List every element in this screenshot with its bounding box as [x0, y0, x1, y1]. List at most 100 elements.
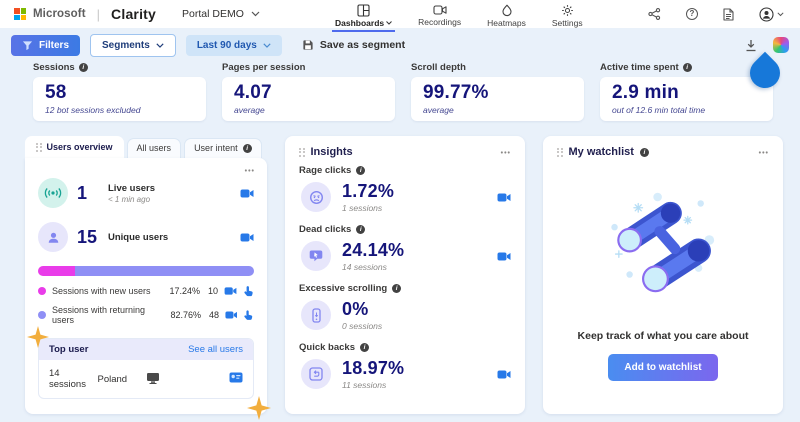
- excessive-scrolling-sub: 0 sessions: [342, 321, 383, 331]
- info-icon[interactable]: [356, 225, 366, 234]
- metrics-row: Sessions 58 12 bot sessions excluded Pag…: [33, 62, 773, 121]
- nav-dashboards[interactable]: Dashboards: [332, 1, 396, 32]
- heatmaps-flame-icon: [501, 4, 512, 17]
- account-menu[interactable]: [759, 6, 784, 22]
- view-recordings-icon[interactable]: [497, 192, 511, 203]
- brand-divider: |: [96, 6, 101, 22]
- dead-clicks-sub: 14 sessions: [342, 262, 387, 272]
- users-overview-card: 1 Live users < 1 min ago 15 Uniq: [25, 158, 271, 420]
- copilot-icon[interactable]: [773, 37, 789, 53]
- users-overview-section: Users overview All users User intent 1: [25, 136, 271, 420]
- card-menu-button[interactable]: [501, 148, 511, 157]
- info-icon[interactable]: [639, 147, 649, 157]
- binoculars-illustration: [557, 162, 769, 330]
- brand: Microsoft | Clarity: [14, 6, 156, 22]
- dead-clicks-label-row: Dead clicks: [299, 224, 511, 235]
- share-graph-icon[interactable]: [648, 8, 661, 20]
- quick-backs-label-row: Quick backs: [299, 342, 511, 353]
- dead-clicks-value: 24.14%: [342, 240, 405, 260]
- live-users-label: Live users: [108, 182, 155, 194]
- scroll-depth-card[interactable]: 99.77% average: [411, 77, 584, 121]
- excessive-scrolling-value: 0%: [342, 299, 369, 319]
- live-users-value: 1: [77, 182, 88, 203]
- view-recordings-icon[interactable]: [240, 188, 254, 199]
- project-selector[interactable]: Portal DEMO: [182, 8, 260, 20]
- drag-grip-icon[interactable]: [299, 147, 305, 157]
- insights-card: Insights Rage clicks 1.72% 1 sessions: [285, 136, 525, 414]
- info-icon[interactable]: [359, 343, 369, 352]
- top-user-row[interactable]: 14 sessions Poland: [39, 360, 253, 398]
- top-user-header: Top user See all users: [39, 339, 253, 360]
- quick-backs-icon: [301, 359, 331, 389]
- new-users-pct: 17.24%: [169, 286, 200, 296]
- new-users-label: Sessions with new users: [52, 286, 151, 296]
- dead-clicks-row: 24.14% 14 sessions: [299, 240, 511, 272]
- watchlist-header: My watchlist: [557, 146, 769, 158]
- download-icon[interactable]: [745, 39, 757, 52]
- filters-button[interactable]: Filters: [11, 34, 81, 56]
- nav-settings[interactable]: Settings: [549, 1, 586, 32]
- nav-heatmaps[interactable]: Heatmaps: [484, 1, 529, 32]
- drag-grip-icon[interactable]: [557, 147, 563, 157]
- sparkle-icon: [27, 326, 49, 348]
- info-icon[interactable]: [356, 166, 366, 175]
- pages-per-session-value: 4.07: [234, 82, 272, 103]
- save-as-segment-button[interactable]: Save as segment: [302, 39, 405, 51]
- drag-grip-icon: [36, 142, 42, 152]
- tab-users-overview-label: Users overview: [46, 142, 113, 152]
- rage-clicks-icon: [301, 182, 331, 212]
- info-icon[interactable]: [682, 63, 692, 72]
- quick-backs-label: Quick backs: [299, 342, 355, 353]
- card-menu-button[interactable]: [245, 166, 255, 175]
- metric-scroll-depth: Scroll depth 99.77% average: [411, 62, 584, 121]
- info-icon[interactable]: [78, 63, 88, 72]
- chevron-down-icon: [156, 42, 164, 48]
- sessions-card[interactable]: 58 12 bot sessions excluded: [33, 77, 206, 121]
- rage-clicks-value: 1.72%: [342, 181, 395, 201]
- metric-active-time: Active time spent 2.9 min out of 12.6 mi…: [600, 62, 773, 121]
- pages-per-session-card[interactable]: 4.07 average: [222, 77, 395, 121]
- date-range-dropdown[interactable]: Last 90 days: [185, 34, 282, 56]
- view-recordings-icon[interactable]: [225, 310, 238, 320]
- recordings-icon: [433, 5, 447, 15]
- chevron-down-icon: [777, 11, 784, 16]
- live-users-sub: < 1 min ago: [108, 194, 151, 204]
- date-range-label: Last 90 days: [196, 39, 257, 51]
- segments-dropdown[interactable]: Segments: [90, 33, 176, 57]
- see-all-users-link[interactable]: See all users: [188, 344, 243, 355]
- help-icon[interactable]: [686, 8, 698, 20]
- info-icon[interactable]: [242, 143, 252, 153]
- top-user-title: Top user: [49, 344, 89, 355]
- heatmap-pointer-icon[interactable]: [243, 285, 254, 297]
- rage-clicks-label-row: Rage clicks: [299, 165, 511, 176]
- tab-users-overview[interactable]: Users overview: [25, 136, 124, 158]
- chevron-down-icon: [263, 42, 271, 48]
- view-recordings-icon[interactable]: [240, 232, 254, 243]
- unique-users-label: Unique users: [108, 231, 169, 243]
- nav-settings-label: Settings: [551, 18, 583, 28]
- nav-heatmaps-label: Heatmaps: [487, 18, 526, 28]
- view-recordings-icon[interactable]: [224, 286, 237, 296]
- nav-recordings[interactable]: Recordings: [415, 1, 464, 32]
- quick-backs-row: 18.97% 11 sessions: [299, 358, 511, 390]
- sessions-sub: 12 bot sessions excluded: [45, 105, 141, 115]
- bar-new-users: [38, 266, 76, 276]
- add-to-watchlist-button[interactable]: Add to watchlist: [608, 354, 718, 381]
- docs-icon[interactable]: [723, 7, 734, 21]
- watchlist-message: Keep track of what you care about: [577, 330, 749, 342]
- chevron-down-icon: [386, 21, 392, 25]
- watchlist-title: My watchlist: [568, 146, 634, 158]
- info-icon[interactable]: [392, 284, 402, 293]
- view-recordings-icon[interactable]: [497, 251, 511, 262]
- view-recordings-icon[interactable]: [497, 369, 511, 380]
- active-time-card[interactable]: 2.9 min out of 12.6 min total time: [600, 77, 773, 121]
- top-user-sessions: 14 sessions: [49, 368, 86, 390]
- tab-user-intent[interactable]: User intent: [184, 138, 262, 158]
- unique-users-icon: [38, 222, 68, 252]
- tab-all-users[interactable]: All users: [126, 138, 182, 158]
- card-menu-button[interactable]: [759, 148, 769, 157]
- heatmap-pointer-icon[interactable]: [243, 309, 254, 321]
- scroll-depth-value: 99.77%: [423, 82, 489, 103]
- users-tabs: Users overview All users User intent: [25, 136, 267, 158]
- returning-users-pct: 82.76%: [170, 310, 202, 320]
